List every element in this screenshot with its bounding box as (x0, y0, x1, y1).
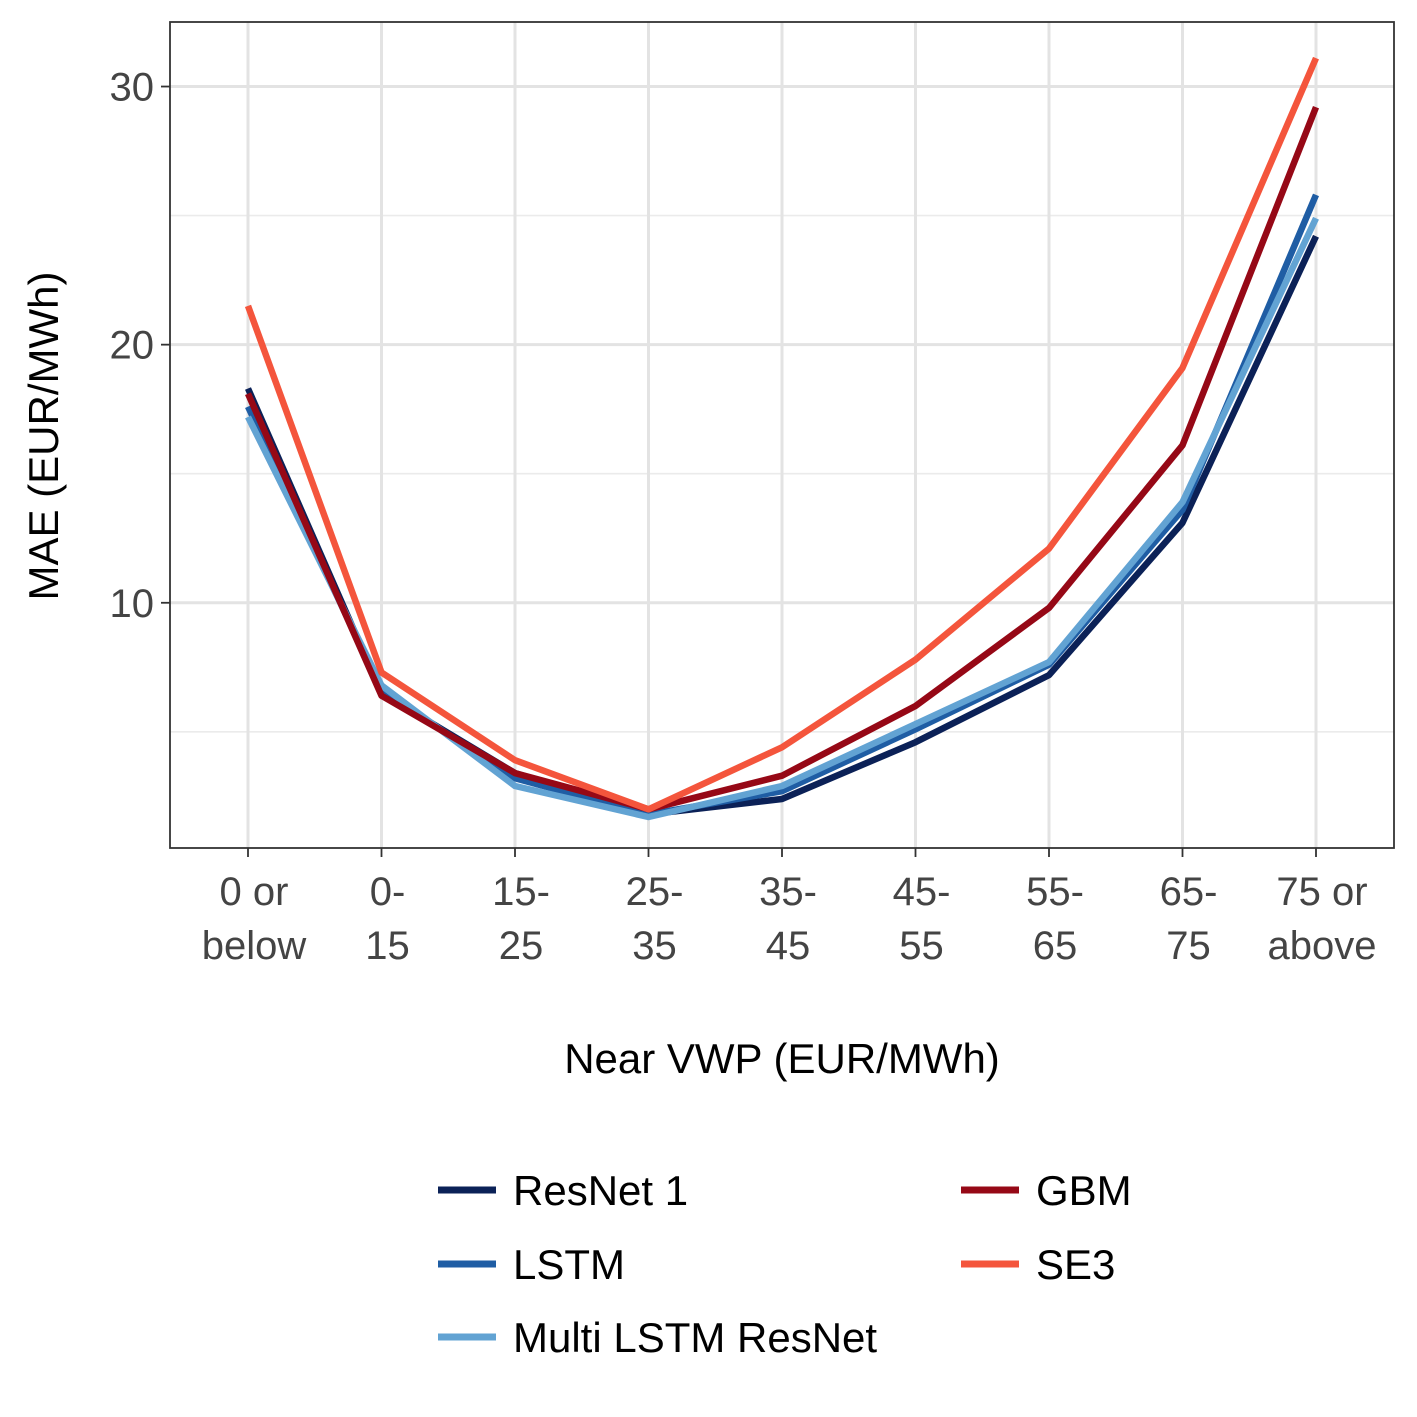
x-tick-label: 0 or below (202, 870, 307, 968)
y-tick-label: 20 (110, 324, 155, 368)
legend-item: GBM (961, 1167, 1132, 1214)
y-tick-label: 10 (110, 582, 155, 626)
x-tick-label: 0-15 (365, 870, 410, 968)
x-tick-label: 65-75 (1160, 870, 1218, 968)
x-tick-label: 75 or above (1268, 870, 1377, 968)
legend-item: Multi LSTM ResNet (438, 1314, 877, 1361)
legend-item: ResNet 1 (438, 1167, 688, 1214)
series-lines (244, 56, 1320, 821)
series-line-gbm (245, 106, 1320, 813)
legend-label: LSTM (513, 1241, 625, 1288)
x-axis-title: Near VWP (EUR/MWh) (564, 1035, 1000, 1082)
axes: 10 20 30 0 or below 0-15 15-25 25-35 35-45 45-55 5… (110, 66, 1377, 968)
legend-label: Multi LSTM ResNet (513, 1314, 877, 1361)
y-axis-title: MAE (EUR/MWh) (20, 272, 67, 601)
x-tick-label: 15-25 (492, 870, 550, 968)
x-tick-label: 25-35 (626, 870, 684, 968)
legend-label: SE3 (1036, 1241, 1115, 1288)
legend-label: GBM (1036, 1167, 1132, 1214)
legend-label: ResNet 1 (513, 1167, 688, 1214)
series-line-se3 (244, 56, 1319, 813)
y-tick-label: 30 (110, 66, 155, 110)
legend-item: LSTM (438, 1241, 625, 1288)
grid-lines (170, 22, 1394, 848)
legend-item: SE3 (961, 1241, 1115, 1288)
x-tick-label: 35-45 (759, 870, 817, 968)
x-tick-label: 55-65 (1026, 870, 1084, 968)
legend: ResNet 1 LSTM Multi LSTM ResNet GBM SE3 (438, 1167, 1132, 1361)
x-tick-label: 45-55 (893, 870, 951, 968)
